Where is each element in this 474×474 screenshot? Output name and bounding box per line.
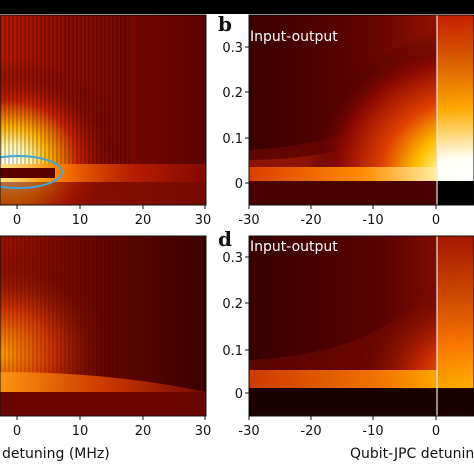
panel-a-heatmap (0, 15, 206, 205)
panel-d-heatmap (249, 236, 474, 416)
x-axis-label-left: detuning (MHz) (2, 446, 110, 462)
tick-label: 0 (235, 177, 243, 192)
highlight-ellipse (0, 155, 63, 189)
tick-label: -20 (300, 213, 321, 228)
tick-label: 0.2 (222, 297, 243, 312)
tick-label: 0.3 (222, 41, 243, 56)
tick-label: 0 (235, 387, 243, 402)
tick-label: -30 (238, 213, 259, 228)
tick-label: 20 (135, 213, 152, 228)
panel-b-inset-label: Input-output (250, 29, 338, 45)
panel-d-frame (248, 235, 474, 417)
tick-label: 10 (72, 424, 89, 439)
tick-label: 10 (72, 213, 89, 228)
tick-label: -10 (362, 424, 383, 439)
tick-label: 0 (13, 213, 21, 228)
tick-label: 30 (195, 213, 212, 228)
tick-label: 0.3 (222, 251, 243, 266)
tick-label: -20 (300, 424, 321, 439)
panel-c-frame (0, 235, 207, 417)
tick-label: 0 (13, 424, 21, 439)
top-border (0, 0, 474, 14)
tick-label: 0.1 (222, 344, 243, 359)
panel-b-heatmap (249, 15, 474, 205)
panel-letter-d: d (218, 227, 232, 251)
tick-label: -10 (362, 213, 383, 228)
x-axis-label-right: Qubit-JPC detuning (350, 446, 474, 462)
tick-label: 0.1 (222, 132, 243, 147)
tick-marks (16, 46, 437, 420)
tick-label: -30 (238, 424, 259, 439)
tick-label: 30 (195, 424, 212, 439)
panel-a-frame (0, 14, 207, 206)
panel-d-inset-label: Input-output (250, 239, 338, 255)
panel-letter-b: b (218, 12, 232, 36)
panel-c-heatmap (0, 236, 206, 416)
tick-label: 0 (432, 424, 440, 439)
tick-label: 20 (135, 424, 152, 439)
panel-b-frame (248, 14, 474, 206)
tick-label: 0 (432, 213, 440, 228)
tick-label: 0.2 (222, 86, 243, 101)
